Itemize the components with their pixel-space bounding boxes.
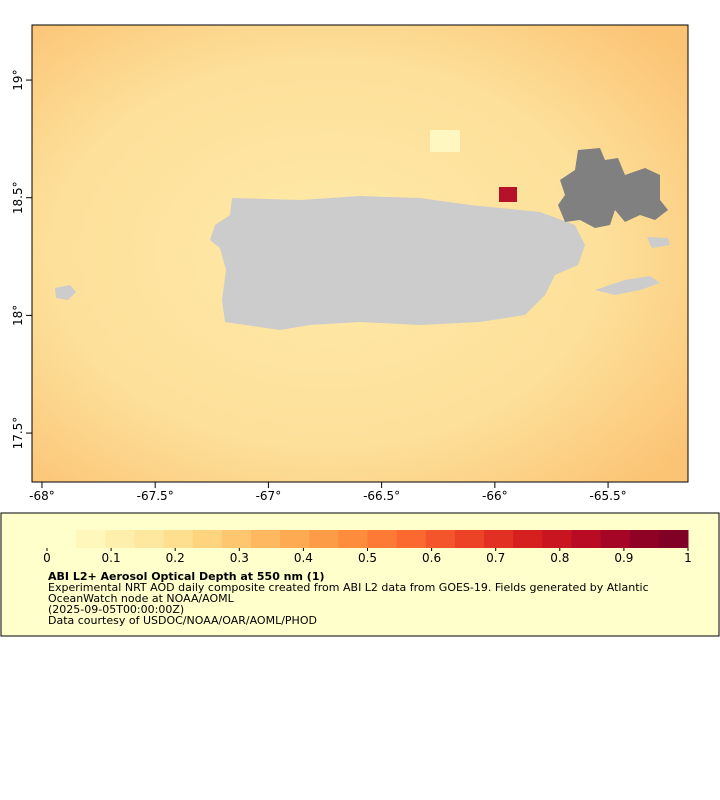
aod-patch <box>430 130 460 152</box>
colorbar-step <box>163 530 194 548</box>
colorbar-step <box>571 530 602 548</box>
colorbar-step <box>542 530 572 548</box>
colorbar-tick-label: 0.1 <box>102 551 121 565</box>
legend-line: Data courtesy of USDOC/NOAA/OAR/AOML/PHO… <box>48 614 317 627</box>
colorbar-tick-label: 0.8 <box>550 551 569 565</box>
x-tick-label: -68° <box>29 489 55 503</box>
colorbar-step <box>338 530 368 548</box>
land-puerto-rico <box>210 196 585 330</box>
colorbar-step <box>367 530 398 548</box>
legend-line: Experimental NRT AOD daily composite cre… <box>48 581 649 594</box>
colorbar-step <box>425 530 456 548</box>
map-frame <box>31 24 689 483</box>
y-tick-label: 19° <box>11 69 25 90</box>
colorbar-tick-label: 0.7 <box>486 551 505 565</box>
colorbar-step <box>134 530 165 548</box>
colorbar-step <box>309 530 339 548</box>
y-tick-label: 18.5° <box>11 181 25 214</box>
colorbar-tick-label: 0.9 <box>614 551 633 565</box>
land-virgin-islands <box>558 148 668 228</box>
colorbar-step <box>105 530 135 548</box>
colorbar-step <box>396 530 427 548</box>
colorbar-tick-label: 0.4 <box>294 551 313 565</box>
colorbar-step <box>280 530 310 548</box>
y-tick-label: 18° <box>11 305 25 326</box>
colorbar-step <box>658 530 689 548</box>
colorbar-step <box>192 530 223 548</box>
colorbar-step <box>47 530 77 548</box>
colorbar-tick-label: 0.5 <box>358 551 377 565</box>
legend-title: ABI L2+ Aerosol Optical Depth at 550 nm … <box>48 570 325 583</box>
legend-line: (2025-09-05T00:00:00Z) <box>48 603 184 616</box>
colorbar-step <box>221 530 252 548</box>
x-tick-label: -67° <box>256 489 282 503</box>
x-tick-label: -66° <box>482 489 508 503</box>
colorbar-tick-label: 0.2 <box>166 551 185 565</box>
colorbar: 0 0.1 0.2 0.3 0.4 0.5 0.6 0.7 0.8 0.9 1 <box>43 530 692 565</box>
colorbar-step <box>513 530 543 548</box>
land-mona <box>55 285 76 300</box>
colorbar-step <box>250 530 281 548</box>
colorbar-step <box>484 530 514 548</box>
colorbar-tick-label: 0.3 <box>230 551 249 565</box>
x-tick-label: -65.5° <box>590 489 627 503</box>
legend-line: OceanWatch node at NOAA/AOML <box>48 592 235 605</box>
map <box>31 24 689 483</box>
x-tick-label: -67.5° <box>137 489 174 503</box>
colorbar-tick-label: 0 <box>43 551 51 565</box>
colorbar-step <box>600 530 631 548</box>
land-vieques <box>595 276 660 295</box>
axes: -68° -67.5° -67° -66.5° -66° -65.5° 17.5° 18° 18… <box>11 69 627 503</box>
colorbar-tick-label: 0.6 <box>422 551 441 565</box>
x-tick-label: -66.5° <box>363 489 400 503</box>
aod-patch <box>499 187 517 202</box>
colorbar-tick-label: 1 <box>684 551 692 565</box>
land-island <box>647 237 670 248</box>
y-tick-label: 17.5° <box>11 417 25 450</box>
colorbar-step <box>454 530 485 548</box>
colorbar-step <box>629 530 660 548</box>
colorbar-step <box>76 530 106 548</box>
